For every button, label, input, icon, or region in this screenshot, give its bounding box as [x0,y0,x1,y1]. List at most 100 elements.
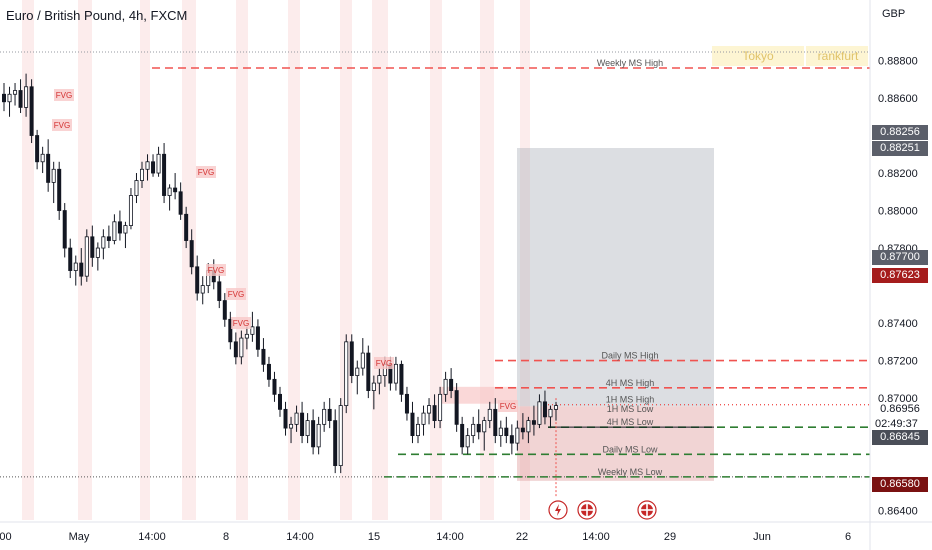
fvg-label-bg [52,119,72,131]
candle-body-down [233,341,238,358]
candle-body-up [123,225,128,234]
session-highlights: Tokyo rankfurt [22,0,868,520]
level-label: 4H MS Low [607,417,654,427]
candle [68,238,73,279]
candle-body-down [228,318,233,343]
candle [217,274,222,309]
candle [250,311,255,342]
candle [18,79,23,114]
candle [35,129,40,170]
candle-body-down [454,390,459,425]
candle [222,293,227,327]
candle-body-down [311,420,316,448]
candle-body-up [112,221,117,241]
candle [443,371,448,402]
candle-body-up [554,405,559,410]
candle [404,386,409,421]
level-label: Weekly MS Low [598,467,663,477]
candle [360,338,365,376]
candle [371,375,376,410]
candle [29,79,34,144]
candle [338,398,343,474]
candle [233,332,238,365]
candle [40,146,45,174]
candle [377,368,382,395]
candle [117,210,122,241]
candle-body-up [377,375,382,384]
y-tick-label: 0.88800 [878,56,918,68]
lightning-event-icon [548,500,568,520]
candle-body-up [7,93,12,103]
candle-body-up [443,378,448,395]
candle-body-up [244,333,249,339]
tokyo-session-box [712,46,804,66]
candle-body-down [184,213,189,241]
session-band [340,0,352,520]
candle [498,420,503,447]
candle [2,83,7,112]
frankfurt-session-label: rankfurt [818,49,859,63]
price-tag-weekly-low: 0.86580 [872,477,928,492]
candle [106,225,111,249]
candle-body-up [40,153,45,163]
candle-body-down [272,378,277,395]
candle-body-down [283,408,288,429]
candle [167,184,172,211]
candle [228,311,233,350]
candle-body-up [101,236,106,249]
candle [438,386,443,429]
fvg-label-bg [196,166,216,178]
candle [531,405,536,436]
candle [84,229,89,282]
candle [311,409,316,455]
candle [200,276,205,305]
candle-body-up [427,405,432,414]
candle [300,401,305,444]
candle-body-down [542,401,547,418]
candle [349,334,354,384]
candle-body-down [222,300,227,320]
candle-body-down [68,247,73,271]
candle [24,73,29,117]
candle-body-up [239,337,244,358]
candle-body-up [289,423,294,429]
candle-body-down [349,341,354,376]
session-band [182,0,196,520]
candle-body-down [35,135,40,163]
candle [333,409,338,474]
candle [537,394,542,429]
stop-zone [517,406,714,481]
candle [62,203,67,258]
level-label: Daily MS Low [602,444,658,454]
y-tick-label: 0.87200 [878,356,918,368]
price-tag-current: 0.86956 [872,402,928,417]
price-tag-sl-lower: 0.87623 [872,268,928,283]
candle [449,368,454,399]
candle-body-down [460,423,465,448]
candle [460,416,465,455]
price-tag-sl-upper: 0.87700 [872,250,928,265]
candle [454,383,459,432]
level-label: 1H MS High [606,395,655,405]
candle [432,394,437,429]
candle [327,398,332,429]
candle [184,206,189,249]
x-tick-label: 14:00 [138,531,166,543]
candle [526,416,531,444]
candle [277,386,282,417]
candle [156,146,161,177]
candle [471,416,476,444]
session-band [480,0,494,520]
fvg-label: FVG [233,319,249,328]
candle-body-down [62,210,67,249]
session-band [140,0,150,520]
candle [95,242,100,271]
candle [305,413,310,444]
candle-body-down [261,348,266,365]
candle-body-up [371,382,376,391]
candle [139,161,144,189]
tokyo-session-label: Tokyo [742,49,774,63]
candles [2,73,559,474]
